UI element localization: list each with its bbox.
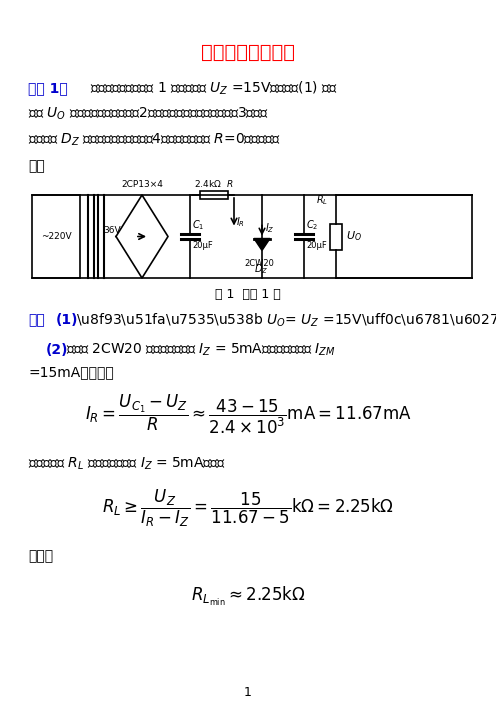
Bar: [330, 223, 342, 249]
Bar: [200, 191, 228, 199]
Text: \u8f93\u51fa\u7535\u538b $U_O$= $U_Z$ =15V\uff0c\u6781\u6027\u4e3a\u4e0a\u201c+\: \u8f93\u51fa\u7535\u538b $U_O$= $U_Z$ =1…: [76, 311, 496, 329]
Text: $C_1$: $C_1$: [192, 218, 204, 232]
Text: $I_R$: $I_R$: [236, 216, 245, 230]
Text: 直流稳压电源分析: 直流稳压电源分析: [201, 43, 295, 62]
Bar: [32, 195, 80, 278]
Text: 电压 $U_O$ 的极性和大小如何？（2）负载电阵最小应为多少？（3）如果: 电压 $U_O$ 的极性和大小如何？（2）负载电阵最小应为多少？（3）如果: [28, 106, 269, 122]
Text: =15mA，又因为: =15mA，又因为: [28, 365, 114, 379]
Text: 2CW20: 2CW20: [244, 259, 274, 268]
Text: (2): (2): [46, 343, 68, 357]
Text: 2CP13×4: 2CP13×4: [121, 180, 163, 189]
Text: 解：: 解：: [28, 313, 45, 327]
Text: $I_R = \dfrac{U_{C_1}-U_Z}{R} \approx \dfrac{43-15}{2.4\times10^3}\mathrm{mA} = : $I_R = \dfrac{U_{C_1}-U_Z}{R} \approx \d…: [84, 392, 412, 436]
Text: $R_{L_{\min}} \approx 2.25\mathrm{k\Omega}$: $R_{L_{\min}} \approx 2.25\mathrm{k\Omeg…: [191, 585, 305, 607]
Text: $U_O$: $U_O$: [346, 230, 362, 244]
Text: 一直流稳压电源如图 1 所示，已知 $U_Z$ =15V，试问：(1) 输出: 一直流稳压电源如图 1 所示，已知 $U_Z$ =15V，试问：(1) 输出: [90, 79, 338, 97]
Text: 当负载电阵 $R_L$ 最小时，应保证 $I_Z$ = 5mA，故时: 当负载电阵 $R_L$ 最小时，应保证 $I_Z$ = 5mA，故时: [28, 456, 226, 472]
Text: 图 1  例题 1 图: 图 1 例题 1 图: [215, 289, 281, 301]
Polygon shape: [254, 239, 270, 251]
Text: 36V: 36V: [103, 226, 121, 235]
Text: $C_2$: $C_2$: [306, 218, 318, 232]
Text: 2.4kΩ  $R$: 2.4kΩ $R$: [194, 178, 234, 189]
Text: 1: 1: [244, 685, 252, 698]
Text: 20μF: 20μF: [306, 241, 327, 250]
Text: $D_Z$: $D_Z$: [254, 263, 268, 276]
Text: ~220V: ~220V: [41, 232, 71, 241]
Text: 例题 1：: 例题 1：: [28, 81, 68, 95]
Text: 所以有: 所以有: [28, 549, 53, 563]
Text: 20μF: 20μF: [192, 241, 213, 250]
Text: $R_L \geq \dfrac{U_Z}{I_R - I_Z} = \dfrac{15}{11.67-5}\mathrm{k\Omega} = 2.25\ma: $R_L \geq \dfrac{U_Z}{I_R - I_Z} = \dfra…: [102, 487, 394, 529]
Text: $I_Z$: $I_Z$: [265, 222, 275, 235]
Text: 将稳压管 $D_Z$ 反接，后果又如何？（4）如果限流电阵 $R$=0，电路将如: 将稳压管 $D_Z$ 反接，后果又如何？（4）如果限流电阵 $R$=0，电路将如: [28, 132, 281, 148]
Text: (1): (1): [56, 313, 78, 327]
Text: 查手册 2CW20 的稳定工作电流 $I_Z$ = 5mA，最大稳定电流 $I_{ZM}$: 查手册 2CW20 的稳定工作电流 $I_Z$ = 5mA，最大稳定电流 $I_…: [66, 342, 335, 358]
Text: 何？: 何？: [28, 159, 45, 173]
Text: $R_L$: $R_L$: [316, 193, 328, 207]
